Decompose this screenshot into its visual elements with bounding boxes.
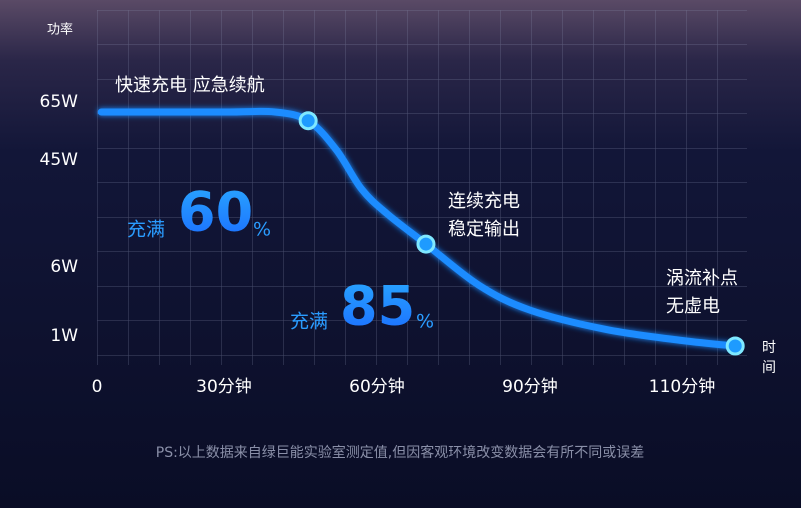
milestone-prefix: 充满 — [290, 311, 328, 333]
point-marker — [298, 111, 318, 131]
x-tick-label: 90分钟 — [502, 377, 558, 397]
y-tick-label: 45W — [40, 150, 79, 170]
annotation: 稳定输出 — [448, 219, 520, 240]
point-marker — [725, 336, 745, 356]
milestone-prefix: 充满 — [127, 219, 165, 241]
x-axis-title: 时间 — [762, 340, 776, 376]
footnote: PS:以上数据来自绿巨能实验室测定值,但因客观环境改变数据会有所不同或误差 — [156, 444, 645, 461]
x-tick-label: 60分钟 — [349, 377, 405, 397]
annotation: 快速充电 应急续航 — [115, 75, 265, 96]
y-tick-label: 6W — [50, 257, 78, 277]
milestone-value: 85 — [340, 275, 415, 338]
y-tick-label: 1W — [50, 326, 78, 346]
point-marker — [416, 234, 436, 254]
annotation: 无虚电 — [666, 296, 720, 317]
line — [97, 107, 739, 350]
x-tick-label: 30分钟 — [196, 377, 252, 397]
x-tick-label: 110分钟 — [649, 377, 715, 397]
grid — [97, 10, 747, 365]
milestone-unit: % — [253, 219, 271, 241]
milestone-value: 60 — [178, 181, 253, 244]
y-axis-title: 功率 — [47, 22, 73, 38]
x-tick-label: 0 — [92, 377, 103, 397]
y-tick-label: 65W — [40, 92, 79, 112]
annotation: 涡流补点 — [666, 268, 738, 289]
annotation: 连续充电 — [448, 191, 520, 212]
milestone-unit: % — [416, 311, 434, 333]
